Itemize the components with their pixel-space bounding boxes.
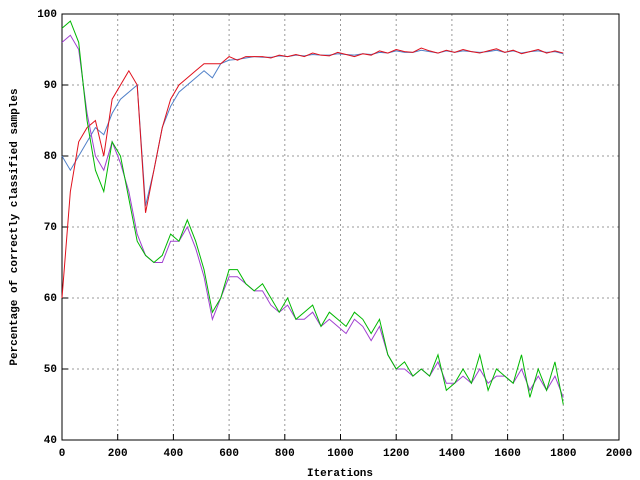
x-tick-label: 200 (108, 448, 128, 460)
x-tick-label: 1000 (327, 448, 353, 460)
series-line (61, 47, 564, 299)
plot-frame (61, 13, 620, 441)
x-tick-label: 1600 (494, 448, 520, 460)
y-tick-label: 70 (44, 222, 57, 234)
y-tick-label: 50 (44, 364, 57, 376)
y-tick-label: 100 (37, 9, 57, 21)
x-tick-label: 1400 (439, 448, 465, 460)
y-tick-label: 40 (44, 435, 57, 447)
x-tick-label: 400 (163, 448, 183, 460)
y-tick-label: 90 (44, 80, 57, 92)
series-line (61, 49, 564, 206)
x-tick-label: 800 (275, 448, 295, 460)
x-tick-label: 2000 (606, 448, 632, 460)
x-tick-label: 1200 (383, 448, 409, 460)
x-tick-label: 1800 (550, 448, 576, 460)
x-axis-label: Iterations (307, 468, 373, 480)
x-tick-label: 600 (219, 448, 239, 460)
y-axis-label: Percentage of correctly classified sampl… (9, 88, 21, 365)
x-tick-label: 0 (59, 448, 66, 460)
y-tick-label: 80 (44, 151, 57, 163)
y-tick-label: 60 (44, 293, 57, 305)
series-line (61, 20, 564, 405)
